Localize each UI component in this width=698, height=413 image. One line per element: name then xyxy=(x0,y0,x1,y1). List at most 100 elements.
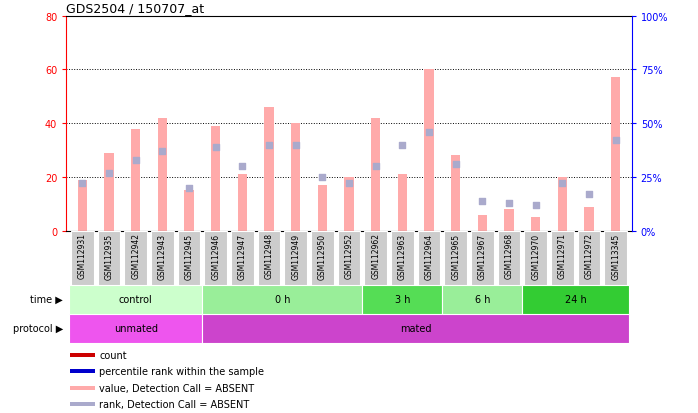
Bar xyxy=(77,180,87,231)
Text: GSM113345: GSM113345 xyxy=(611,233,621,279)
Bar xyxy=(611,78,621,231)
Bar xyxy=(70,386,95,390)
Text: protocol ▶: protocol ▶ xyxy=(13,323,63,333)
FancyBboxPatch shape xyxy=(205,231,227,285)
Bar xyxy=(70,353,95,357)
Text: GDS2504 / 150707_at: GDS2504 / 150707_at xyxy=(66,2,205,15)
Text: mated: mated xyxy=(400,323,431,333)
Text: GSM112962: GSM112962 xyxy=(371,233,380,279)
Text: 6 h: 6 h xyxy=(475,294,490,304)
Bar xyxy=(451,156,461,231)
FancyBboxPatch shape xyxy=(551,231,574,285)
Bar xyxy=(131,129,140,231)
FancyBboxPatch shape xyxy=(311,231,334,285)
FancyBboxPatch shape xyxy=(98,231,120,285)
Bar xyxy=(531,218,540,231)
Point xyxy=(610,138,621,145)
Text: GSM112952: GSM112952 xyxy=(345,233,353,279)
FancyBboxPatch shape xyxy=(471,231,493,285)
Text: unmated: unmated xyxy=(114,323,158,333)
FancyBboxPatch shape xyxy=(417,231,440,285)
Bar xyxy=(291,124,300,231)
FancyBboxPatch shape xyxy=(578,231,600,285)
FancyBboxPatch shape xyxy=(178,231,200,285)
Text: value, Detection Call = ABSENT: value, Detection Call = ABSENT xyxy=(99,383,254,393)
Point xyxy=(530,202,541,209)
Point xyxy=(157,149,168,155)
FancyBboxPatch shape xyxy=(69,285,202,314)
FancyBboxPatch shape xyxy=(391,231,414,285)
FancyBboxPatch shape xyxy=(445,231,467,285)
Text: GSM112965: GSM112965 xyxy=(451,233,460,279)
FancyBboxPatch shape xyxy=(258,231,281,285)
Point xyxy=(450,161,461,168)
Point xyxy=(343,181,355,188)
Point xyxy=(130,157,141,164)
Text: GSM112970: GSM112970 xyxy=(531,233,540,279)
Bar xyxy=(558,178,567,231)
Text: control: control xyxy=(119,294,153,304)
Point xyxy=(317,174,328,181)
Text: rank, Detection Call = ABSENT: rank, Detection Call = ABSENT xyxy=(99,399,249,409)
Bar xyxy=(184,191,193,231)
Bar xyxy=(398,175,407,231)
Text: 24 h: 24 h xyxy=(565,294,586,304)
Point xyxy=(263,142,274,149)
Text: GSM112943: GSM112943 xyxy=(158,233,167,279)
Text: 0 h: 0 h xyxy=(274,294,290,304)
Point xyxy=(210,144,221,151)
Text: 3 h: 3 h xyxy=(394,294,410,304)
FancyBboxPatch shape xyxy=(498,231,520,285)
Text: GSM112950: GSM112950 xyxy=(318,233,327,279)
Text: GSM112968: GSM112968 xyxy=(505,233,514,279)
Bar xyxy=(371,119,380,231)
Bar xyxy=(344,178,354,231)
Bar xyxy=(70,369,95,373)
FancyBboxPatch shape xyxy=(69,314,202,343)
Point xyxy=(557,181,568,188)
Text: GSM112967: GSM112967 xyxy=(478,233,487,279)
Bar xyxy=(211,126,221,231)
FancyBboxPatch shape xyxy=(522,285,629,314)
Bar xyxy=(265,108,274,231)
FancyBboxPatch shape xyxy=(338,231,360,285)
Text: GSM112949: GSM112949 xyxy=(291,233,300,279)
Point xyxy=(477,198,488,204)
Text: GSM112945: GSM112945 xyxy=(184,233,193,279)
Text: GSM112935: GSM112935 xyxy=(105,233,114,279)
FancyBboxPatch shape xyxy=(604,231,627,285)
Point xyxy=(584,192,595,198)
Text: GSM112947: GSM112947 xyxy=(238,233,247,279)
Bar xyxy=(104,153,114,231)
FancyBboxPatch shape xyxy=(124,231,147,285)
Bar xyxy=(424,70,433,231)
Text: GSM112971: GSM112971 xyxy=(558,233,567,279)
Point xyxy=(103,170,114,177)
Text: percentile rank within the sample: percentile rank within the sample xyxy=(99,366,264,376)
Text: GSM112948: GSM112948 xyxy=(265,233,274,279)
Point xyxy=(237,164,248,170)
FancyBboxPatch shape xyxy=(71,231,94,285)
Bar xyxy=(505,210,514,231)
FancyBboxPatch shape xyxy=(443,285,522,314)
Text: GSM112931: GSM112931 xyxy=(77,233,87,279)
FancyBboxPatch shape xyxy=(231,231,253,285)
FancyBboxPatch shape xyxy=(364,231,387,285)
Bar xyxy=(584,207,594,231)
Text: GSM112964: GSM112964 xyxy=(424,233,433,279)
Bar xyxy=(158,119,167,231)
Point xyxy=(290,142,302,149)
Point xyxy=(184,185,195,192)
Text: GSM112972: GSM112972 xyxy=(584,233,593,279)
FancyBboxPatch shape xyxy=(362,285,443,314)
Text: GSM112963: GSM112963 xyxy=(398,233,407,279)
Point xyxy=(77,181,88,188)
Bar xyxy=(477,215,487,231)
Text: GSM112946: GSM112946 xyxy=(211,233,220,279)
Bar xyxy=(318,185,327,231)
Bar xyxy=(70,402,95,406)
FancyBboxPatch shape xyxy=(151,231,174,285)
Text: time ▶: time ▶ xyxy=(30,294,63,304)
FancyBboxPatch shape xyxy=(202,285,362,314)
Text: GSM112942: GSM112942 xyxy=(131,233,140,279)
